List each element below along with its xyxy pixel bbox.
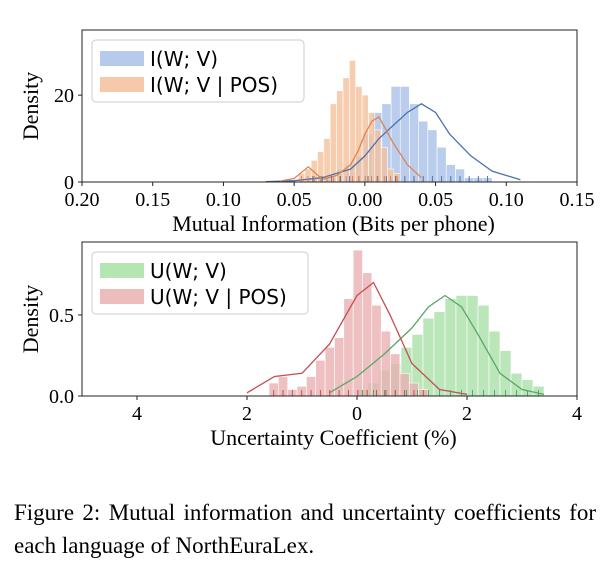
- kde-curve-2: [279, 115, 422, 182]
- kde-curve-1: [329, 294, 545, 396]
- series-1-rug: [362, 390, 539, 396]
- x-tick-label: 0: [352, 403, 362, 425]
- histogram-bar: [324, 347, 335, 397]
- histogram-bar: [371, 304, 382, 397]
- figure: 0.20 0.15 0.10 0.05 0.00 0.05 0.10 0.15020Mutua…: [18, 29, 595, 450]
- histogram-bar: [390, 86, 401, 183]
- histogram-bar: [455, 295, 468, 397]
- x-tick-label: 0.15: [135, 189, 170, 211]
- legend-box: [91, 251, 309, 315]
- x-tick-label: 0.15: [560, 189, 595, 211]
- histogram-bar: [499, 350, 512, 397]
- legend: U(W; V)U(W; V | POS): [91, 251, 309, 315]
- legend-label: I(W; V | POS): [150, 73, 278, 97]
- legend-label: I(W; V): [150, 47, 218, 71]
- histogram-bar: [355, 86, 363, 183]
- y-axis-label: Density: [18, 72, 43, 140]
- legend-swatch: [100, 289, 144, 304]
- x-tick-label: 2: [462, 403, 472, 425]
- legend-swatch: [100, 51, 144, 66]
- y-axis-label: Density: [18, 285, 43, 353]
- plot-frame: [81, 29, 578, 183]
- legend-swatch: [100, 263, 144, 278]
- x-tick-label: 0.00: [347, 189, 382, 211]
- x-tick-label: 0.05: [277, 189, 312, 211]
- figure-caption: Figure 2: Mutual information and uncerta…: [14, 500, 596, 558]
- x-tick-label: 0.05: [418, 189, 453, 211]
- chart-panel-1: 0.20 0.15 0.10 0.05 0.00 0.05 0.10 0.15 0 20 Mutua…: [18, 29, 595, 236]
- series-2-rug: [273, 390, 424, 396]
- x-tick-label: 4: [572, 403, 582, 425]
- histogram-bar: [390, 353, 401, 397]
- histogram-bar: [427, 129, 438, 183]
- legend: I(W; V)I(W; V | POS): [91, 39, 305, 103]
- histogram-bar: [348, 60, 356, 183]
- y-tick-label: 0: [64, 172, 74, 194]
- chart-panel-2: 4 2 0 2 4 0.0 0.5 Uncertainty Coefficient (%) De…: [18, 241, 582, 450]
- x-tick-label: 0.20: [65, 189, 100, 211]
- x-tick-label: 0.10: [206, 189, 241, 211]
- legend-box: [91, 39, 305, 103]
- histogram-bar: [329, 103, 337, 183]
- y-tick-label: 0.0: [49, 386, 74, 408]
- x-tick-label: 0.10: [489, 189, 524, 211]
- x-axis-label: Uncertainty Coefficient (%): [210, 425, 456, 450]
- x-tick-label: 4: [132, 403, 142, 425]
- histogram-bar: [336, 90, 344, 183]
- legend-swatch: [100, 77, 144, 92]
- histogram-bar: [362, 272, 373, 397]
- series-2-rug: [301, 176, 398, 182]
- histogram-bar: [399, 86, 410, 183]
- plot-frame: [81, 241, 578, 397]
- x-tick-label: 2: [242, 403, 252, 425]
- histogram-bar: [380, 330, 391, 397]
- kde-curve-2: [246, 281, 468, 396]
- histogram-bar: [466, 295, 479, 397]
- legend-label: U(W; V): [150, 259, 227, 283]
- histogram-bar: [418, 120, 429, 183]
- y-tick-label: 20: [54, 85, 74, 107]
- histogram-bar: [422, 317, 435, 397]
- legend-label: U(W; V | POS): [150, 285, 287, 309]
- histogram-bar: [444, 298, 457, 397]
- y-tick-label: 0.5: [49, 305, 74, 327]
- x-axis-label: Mutual Information (Bits per phone): [172, 211, 495, 236]
- histogram-bar: [352, 249, 363, 397]
- histogram-bar: [433, 311, 446, 397]
